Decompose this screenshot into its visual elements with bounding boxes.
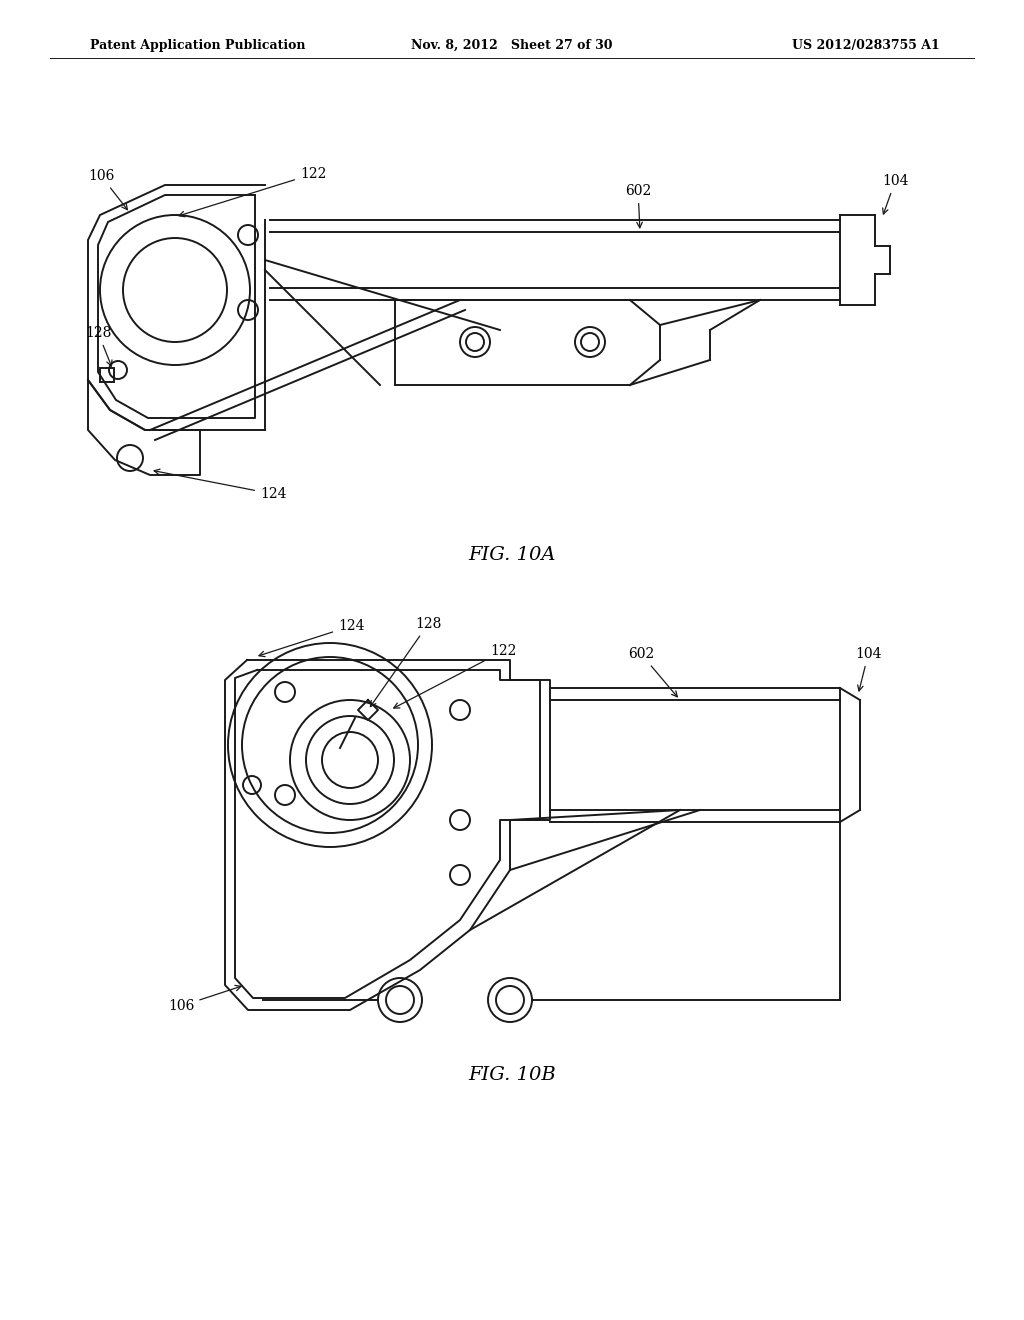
Text: 124: 124 xyxy=(154,469,287,502)
Text: US 2012/0283755 A1: US 2012/0283755 A1 xyxy=(793,38,940,51)
Text: FIG. 10B: FIG. 10B xyxy=(468,1067,556,1084)
Text: 128: 128 xyxy=(371,616,441,706)
Text: 106: 106 xyxy=(168,986,241,1012)
Text: 104: 104 xyxy=(882,174,908,214)
Text: 122: 122 xyxy=(179,168,327,216)
Text: 602: 602 xyxy=(625,183,651,228)
Text: Patent Application Publication: Patent Application Publication xyxy=(90,38,305,51)
Text: FIG. 10A: FIG. 10A xyxy=(468,546,556,564)
Text: Nov. 8, 2012   Sheet 27 of 30: Nov. 8, 2012 Sheet 27 of 30 xyxy=(412,38,612,51)
Bar xyxy=(100,368,114,381)
Text: 124: 124 xyxy=(259,619,365,656)
Text: 104: 104 xyxy=(855,647,882,690)
Text: 602: 602 xyxy=(628,647,677,697)
Text: 122: 122 xyxy=(393,644,516,708)
Text: 106: 106 xyxy=(88,169,127,210)
Text: 128: 128 xyxy=(85,326,112,366)
